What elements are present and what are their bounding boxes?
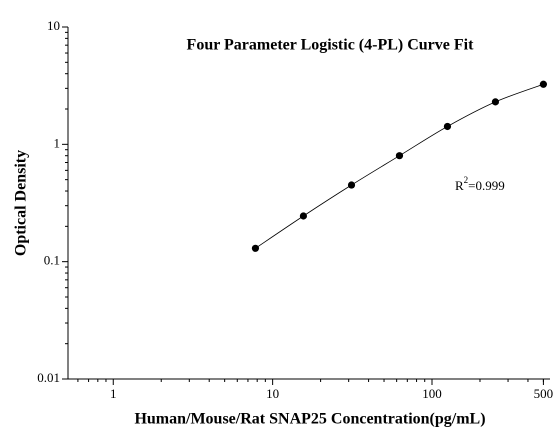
x-tick-label: 1 (110, 386, 117, 401)
annotation-base: R (455, 178, 464, 193)
data-point (299, 212, 308, 220)
y-tick-label: 0.1 (44, 253, 60, 268)
fit-curve (255, 83, 544, 249)
annotation-sup: 2 (464, 175, 469, 185)
data-point (443, 122, 452, 131)
data-point (251, 244, 260, 252)
x-tick-label: 100 (422, 386, 442, 401)
annotation: R2=0.999 (455, 175, 505, 193)
x-tick-label: 500 (534, 386, 554, 401)
chart-title: Four Parameter Logistic (4-PL) Curve Fit (187, 37, 475, 54)
annotation-rest: =0.999 (468, 178, 505, 193)
y-tick-label: 1 (54, 135, 61, 150)
y-axis-label: Optical Density (13, 150, 30, 256)
data-point (491, 98, 500, 106)
data-point (539, 80, 548, 88)
data-point (347, 181, 356, 189)
y-tick-label: 0.01 (37, 370, 60, 385)
y-tick-label: 10 (47, 18, 60, 33)
x-axis-label: Human/Mouse/Rat SNAP25 Concentration(pg/… (134, 411, 485, 428)
x-tick-label: 10 (266, 386, 279, 401)
data-point (395, 152, 404, 160)
